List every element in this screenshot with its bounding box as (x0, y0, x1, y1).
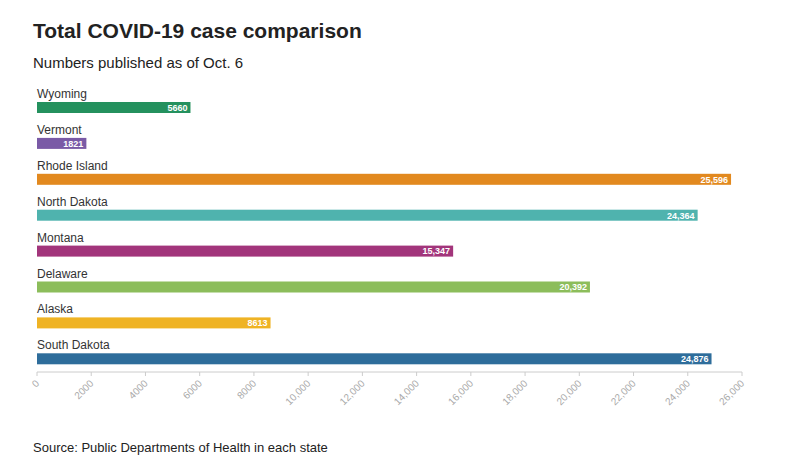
bar (37, 317, 271, 328)
x-tick (687, 372, 688, 376)
category-label: Montana (37, 231, 84, 245)
x-tick-label: 0 (30, 377, 42, 389)
data-label: 5660 (167, 103, 187, 113)
data-label: 1821 (63, 139, 83, 149)
bar (37, 102, 190, 113)
x-tick (362, 372, 363, 376)
x-tick-label: 26,000 (717, 377, 747, 407)
data-label: 8613 (248, 318, 268, 328)
category-label: Rhode Island (37, 159, 108, 173)
x-tick-label: 10,000 (283, 377, 313, 407)
bar (37, 174, 731, 185)
bar (37, 282, 590, 293)
x-tick (633, 372, 634, 376)
x-axis (37, 372, 742, 373)
category-label: Wyoming (37, 87, 87, 101)
data-label: 25,596 (701, 175, 729, 185)
x-tick (37, 372, 38, 376)
x-tick-label: 20,000 (554, 377, 584, 407)
x-tick-label: 24,000 (663, 377, 693, 407)
data-label: 24,364 (667, 211, 695, 221)
x-tick (199, 372, 200, 376)
x-tick (525, 372, 526, 376)
source: Source: Public Departments of Health in … (33, 440, 328, 455)
x-tick-label: 18,000 (500, 377, 530, 407)
bar (37, 353, 712, 364)
title: Total COVID-19 case comparison (33, 19, 362, 42)
bar (37, 246, 453, 257)
x-tick-label: 14,000 (392, 377, 422, 407)
x-tick (579, 372, 580, 376)
x-tick (253, 372, 254, 376)
category-label: South Dakota (37, 338, 110, 352)
x-tick-label: 6000 (181, 377, 205, 401)
x-tick-label: 2000 (72, 377, 96, 401)
x-tick (91, 372, 92, 376)
x-tick-label: 8000 (235, 377, 259, 401)
bar (37, 210, 698, 221)
data-label: 15,347 (423, 246, 451, 256)
x-tick (145, 372, 146, 376)
x-tick (308, 372, 309, 376)
data-label: 24,876 (681, 354, 709, 364)
data-label: 20,392 (559, 282, 587, 292)
x-tick-label: 16,000 (446, 377, 476, 407)
bar (37, 138, 86, 149)
x-tick-label: 12,000 (337, 377, 367, 407)
x-tick (742, 372, 743, 376)
x-tick-label: 22,000 (609, 377, 639, 407)
category-label: North Dakota (37, 195, 108, 209)
x-tick-label: 4000 (126, 377, 150, 401)
bars (37, 102, 731, 364)
category-label: Delaware (37, 267, 88, 281)
subtitle: Numbers published as of Oct. 6 (33, 54, 243, 71)
x-tick (416, 372, 417, 376)
labels: Wyoming 5660 Vermont 1821 Rhode Island 25,596… (37, 87, 728, 364)
category-label: Alaska (37, 302, 73, 316)
category-label: Vermont (37, 123, 82, 137)
chart: Total COVID-19 case comparison Numbers pu… (0, 0, 785, 474)
x-tick (470, 372, 471, 376)
